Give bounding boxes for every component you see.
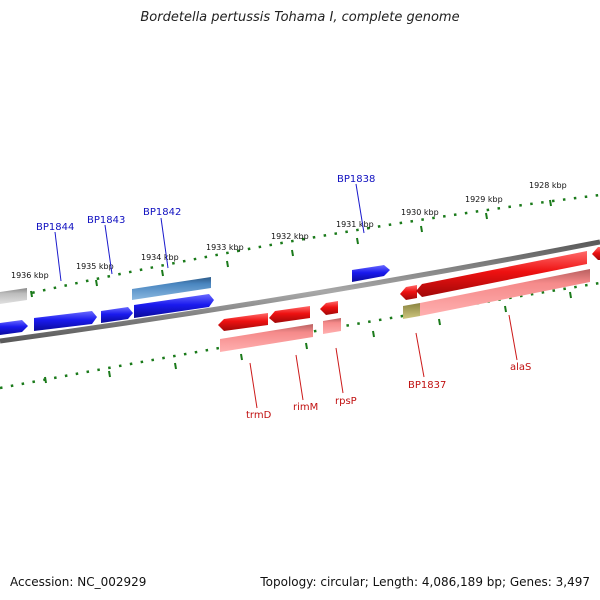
feature-reverse-light xyxy=(323,318,341,334)
gene-reverse xyxy=(269,306,310,323)
genome-backbone xyxy=(0,239,600,344)
feature-reverse-light xyxy=(420,269,590,316)
feature-grey xyxy=(0,288,27,304)
gene-label: BP1837 xyxy=(408,380,446,391)
scale-label: 1934 kbp xyxy=(141,253,179,262)
upper-scale-track xyxy=(0,193,600,302)
scale-label: 1935 kbp xyxy=(76,262,114,271)
feature-reverse-light xyxy=(220,324,313,352)
upper-major-ticks xyxy=(30,199,552,298)
gene-forward xyxy=(352,265,390,282)
gene-forward xyxy=(134,294,214,318)
gene-forward xyxy=(101,307,133,323)
scale-label: 1932 kbp xyxy=(271,232,309,241)
scale-label: 1936 kbp xyxy=(11,271,49,280)
scale-label: 1928 kbp xyxy=(529,181,567,190)
gene-forward xyxy=(34,311,97,331)
gene-label: BP1838 xyxy=(337,174,375,185)
gene-reverse xyxy=(320,301,338,315)
scale-label: 1933 kbp xyxy=(206,243,244,252)
genome-stats-text: Topology: circular; Length: 4,086,189 bp… xyxy=(260,575,590,589)
gene-reverse xyxy=(592,247,600,260)
gene-label: BP1842 xyxy=(143,207,181,218)
gene-label: BP1844 xyxy=(36,222,74,233)
gene-reverse xyxy=(416,251,587,297)
gene-label: alaS xyxy=(510,362,531,373)
gene-reverse xyxy=(218,313,268,331)
label-leaders-bottom xyxy=(249,314,518,409)
scale-label: 1931 kbp xyxy=(336,220,374,229)
gene-label: trmD xyxy=(246,410,272,421)
scale-label: 1929 kbp xyxy=(465,195,503,204)
gene-label: BP1843 xyxy=(87,215,125,226)
gene-reverse xyxy=(400,285,417,300)
feature-steel xyxy=(132,277,211,300)
gene-forward xyxy=(0,320,28,335)
gene-label: rpsP xyxy=(335,396,357,407)
gene-label: rimM xyxy=(293,402,318,413)
accession-text: Accession: NC_002929 xyxy=(10,575,147,589)
scale-label: 1930 kbp xyxy=(401,208,439,217)
lower-major-ticks xyxy=(44,291,572,384)
label-leaders-top xyxy=(54,183,365,282)
page-title: Bordetella pertussis Tohama I, complete … xyxy=(140,10,460,25)
feature-olive xyxy=(403,303,420,319)
